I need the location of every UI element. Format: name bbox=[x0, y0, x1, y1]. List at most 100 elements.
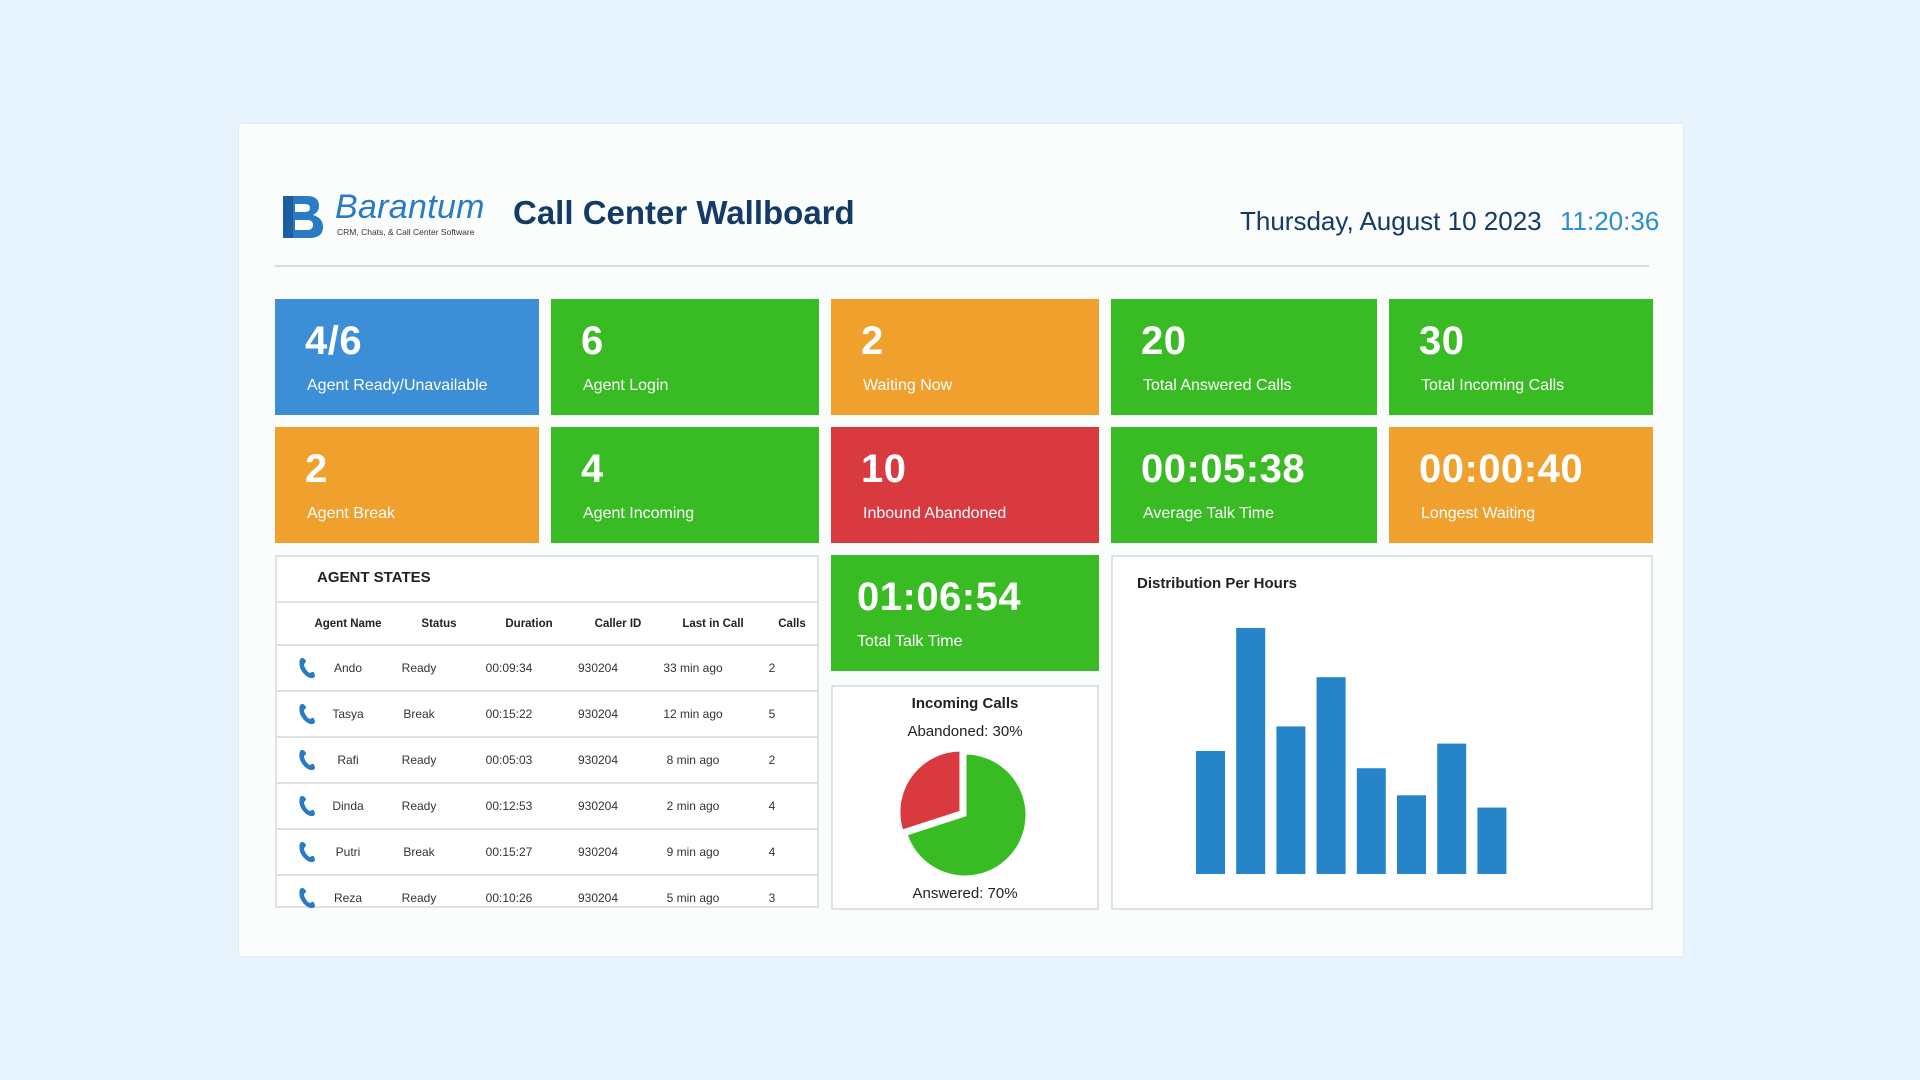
table-row[interactable]: Putri Break 00:15:27 930204 9 min ago 4 bbox=[277, 828, 817, 874]
tile-label: Agent Ready/Unavailable bbox=[307, 377, 488, 394]
agent-states-table: Agent Name Status Duration Caller ID Las… bbox=[277, 601, 817, 920]
tile-value: 01:06:54 bbox=[857, 575, 1022, 619]
current-date: Thursday, August 10 2023 bbox=[1240, 206, 1542, 236]
pie-chart-title: Incoming Calls bbox=[911, 695, 1019, 712]
agent-name: Tasya bbox=[332, 707, 364, 721]
agent-last-in-call: 2 min ago bbox=[666, 799, 720, 813]
agent-states-title: AGENT STATES bbox=[317, 569, 431, 586]
bar-hour-8 bbox=[1477, 807, 1507, 874]
agent-duration: 00:09:34 bbox=[485, 661, 533, 675]
agent-calls: 4 bbox=[768, 799, 776, 813]
bar-chart-title: Distribution Per Hours bbox=[1137, 575, 1298, 592]
tile-label: Total Incoming Calls bbox=[1421, 377, 1565, 394]
bar-hour-2 bbox=[1236, 628, 1266, 874]
wallboard: Barantum CRM, Chats, & Call Center Softw… bbox=[238, 123, 1684, 957]
agent-caller-id: 930204 bbox=[577, 753, 619, 767]
pie-slice-abandoned bbox=[897, 748, 963, 834]
tile-value: 00:00:40 bbox=[1419, 447, 1584, 491]
column-header: Caller ID bbox=[594, 617, 642, 630]
tile-label: Inbound Abandoned bbox=[863, 505, 1007, 522]
agent-caller-id: 930204 bbox=[577, 799, 619, 813]
incoming-calls-panel: Incoming Calls Abandoned: 30% Answered: … bbox=[831, 685, 1099, 910]
column-header: Status bbox=[421, 617, 457, 630]
agent-status: Ready bbox=[401, 799, 437, 813]
tile-value: 30 bbox=[1419, 319, 1465, 363]
barantum-logo-icon bbox=[283, 196, 323, 238]
agent-name: Ando bbox=[333, 661, 363, 675]
agent-calls: 2 bbox=[768, 753, 776, 767]
agent-calls: 3 bbox=[768, 891, 776, 905]
agent-last-in-call: 33 min ago bbox=[663, 661, 723, 675]
phone-icon[interactable] bbox=[277, 840, 317, 864]
agent-last-in-call: 9 min ago bbox=[666, 845, 720, 859]
agent-name: Putri bbox=[335, 845, 361, 859]
tile-value: 4/6 bbox=[305, 319, 363, 363]
tile-value: 6 bbox=[581, 319, 604, 363]
pie-slice-answered bbox=[904, 751, 1029, 879]
tile-total-incoming-calls: 30 Total Incoming Calls bbox=[1389, 299, 1653, 415]
tile-value: 00:05:38 bbox=[1141, 447, 1306, 491]
phone-icon[interactable] bbox=[277, 886, 317, 910]
agent-calls: 5 bbox=[768, 707, 776, 721]
agent-status: Ready bbox=[401, 753, 437, 767]
phone-icon[interactable] bbox=[277, 702, 317, 726]
bar-hour-4 bbox=[1316, 677, 1346, 874]
brand-tagline: CRM, Chats, & Call Center Software bbox=[337, 227, 475, 237]
table-row[interactable]: Ando Ready 00:09:34 930204 33 min ago 2 bbox=[277, 644, 817, 690]
bar-hour-3 bbox=[1276, 726, 1306, 874]
column-header: Agent Name bbox=[314, 617, 382, 630]
agent-calls: 4 bbox=[768, 845, 776, 859]
agent-duration: 00:10:26 bbox=[485, 891, 533, 905]
agent-duration: 00:15:27 bbox=[485, 845, 533, 859]
phone-icon[interactable] bbox=[277, 656, 317, 680]
tile-value: 20 bbox=[1141, 319, 1187, 363]
agent-duration: 00:15:22 bbox=[485, 707, 533, 721]
tile-label: Agent Break bbox=[307, 505, 396, 522]
bar-hour-7 bbox=[1437, 743, 1467, 874]
column-header: Calls bbox=[778, 617, 806, 630]
table-row[interactable]: Tasya Break 00:15:22 930204 12 min ago 5 bbox=[277, 690, 817, 736]
table-header-row: Agent Name Status Duration Caller ID Las… bbox=[277, 601, 817, 644]
agent-states-panel: AGENT STATES Agent Name Status Duration … bbox=[275, 555, 819, 909]
incoming-calls-pie-chart bbox=[897, 748, 1029, 879]
phone-icon[interactable] bbox=[277, 794, 317, 818]
current-time: 11:20:36 bbox=[1560, 206, 1660, 236]
tile-label: Longest Waiting bbox=[1421, 505, 1536, 522]
agent-caller-id: 930204 bbox=[577, 845, 619, 859]
tile-inbound-abandoned: 10 Inbound Abandoned bbox=[831, 427, 1099, 543]
pie-label-answered: Answered: 70% bbox=[912, 885, 1018, 902]
agent-caller-id: 930204 bbox=[577, 661, 619, 675]
distribution-bar-chart bbox=[1196, 628, 1507, 874]
agent-name: Reza bbox=[333, 891, 362, 905]
table-row[interactable]: Dinda Ready 00:12:53 930204 2 min ago 4 bbox=[277, 782, 817, 828]
table-row[interactable]: Rafi Ready 00:05:03 930204 8 min ago 2 bbox=[277, 736, 817, 782]
bar-hour-1 bbox=[1196, 751, 1225, 874]
agent-name: Dinda bbox=[332, 799, 364, 813]
tile-value: 2 bbox=[861, 319, 884, 363]
agent-status: Ready bbox=[401, 661, 437, 675]
phone-icon[interactable] bbox=[277, 748, 317, 772]
agent-status: Break bbox=[403, 707, 435, 721]
tile-label: Total Answered Calls bbox=[1143, 377, 1292, 394]
tile-average-talk-time: 00:05:38 Average Talk Time bbox=[1111, 427, 1377, 543]
tile-agent-login: 6 Agent Login bbox=[551, 299, 819, 415]
agent-caller-id: 930204 bbox=[577, 707, 619, 721]
table-row[interactable]: Reza Ready 00:10:26 930204 5 min ago 3 bbox=[277, 874, 817, 920]
agent-duration: 00:05:03 bbox=[485, 753, 533, 767]
brand-name: Barantum bbox=[335, 188, 485, 226]
column-header: Last in Call bbox=[682, 617, 744, 630]
tile-total-answered-calls: 20 Total Answered Calls bbox=[1111, 299, 1377, 415]
pie-label-abandoned: Abandoned: 30% bbox=[907, 723, 1023, 740]
tile-label: Agent Incoming bbox=[583, 505, 695, 522]
tile-label: Total Talk Time bbox=[857, 633, 963, 650]
agent-last-in-call: 12 min ago bbox=[663, 707, 723, 721]
tile-value: 2 bbox=[305, 447, 328, 491]
tile-label: Average Talk Time bbox=[1143, 505, 1275, 522]
agent-duration: 00:12:53 bbox=[485, 799, 533, 813]
tile-agent-break: 2 Agent Break bbox=[275, 427, 539, 543]
tile-agent-incoming: 4 Agent Incoming bbox=[551, 427, 819, 543]
column-header: Duration bbox=[505, 617, 553, 630]
agent-last-in-call: 8 min ago bbox=[666, 753, 720, 767]
page-title: Call Center Wallboard bbox=[513, 194, 855, 231]
bar-hour-5 bbox=[1356, 768, 1386, 874]
